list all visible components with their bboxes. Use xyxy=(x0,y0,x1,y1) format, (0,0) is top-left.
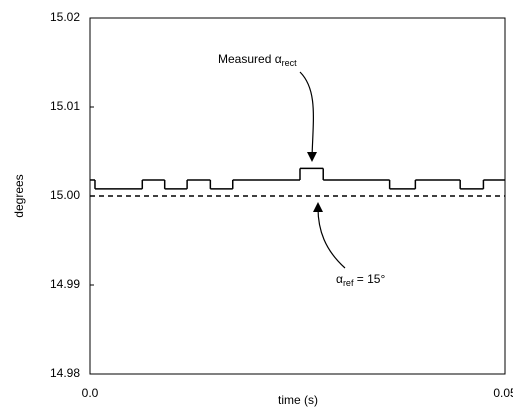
y-tick-label: 15.02 xyxy=(50,10,80,24)
annotation-text: = 15° xyxy=(353,272,385,286)
x-tick-label: 0.05 xyxy=(493,386,513,400)
x-axis-label: time (s) xyxy=(278,393,318,407)
arrow xyxy=(317,207,346,269)
arrow-head xyxy=(307,152,317,162)
annotation-measured: Measured αrect xyxy=(218,52,297,68)
arrow xyxy=(299,71,314,159)
annotation-reference: αref = 15° xyxy=(336,272,385,288)
x-tick-label: 0.0 xyxy=(82,386,99,400)
y-tick-label: 14.98 xyxy=(50,366,80,380)
annotation-subscript: rect xyxy=(282,58,298,68)
y-tick-label: 14.99 xyxy=(50,277,80,291)
arrow-head xyxy=(313,202,323,212)
annotation-text: α xyxy=(336,272,343,286)
y-tick-label: 15.01 xyxy=(50,99,80,113)
annotation-subscript: ref xyxy=(343,278,354,288)
y-tick-label: 15.00 xyxy=(50,188,80,202)
annotation-text: Measured α xyxy=(218,52,282,66)
y-axis-label: degrees xyxy=(12,174,26,217)
